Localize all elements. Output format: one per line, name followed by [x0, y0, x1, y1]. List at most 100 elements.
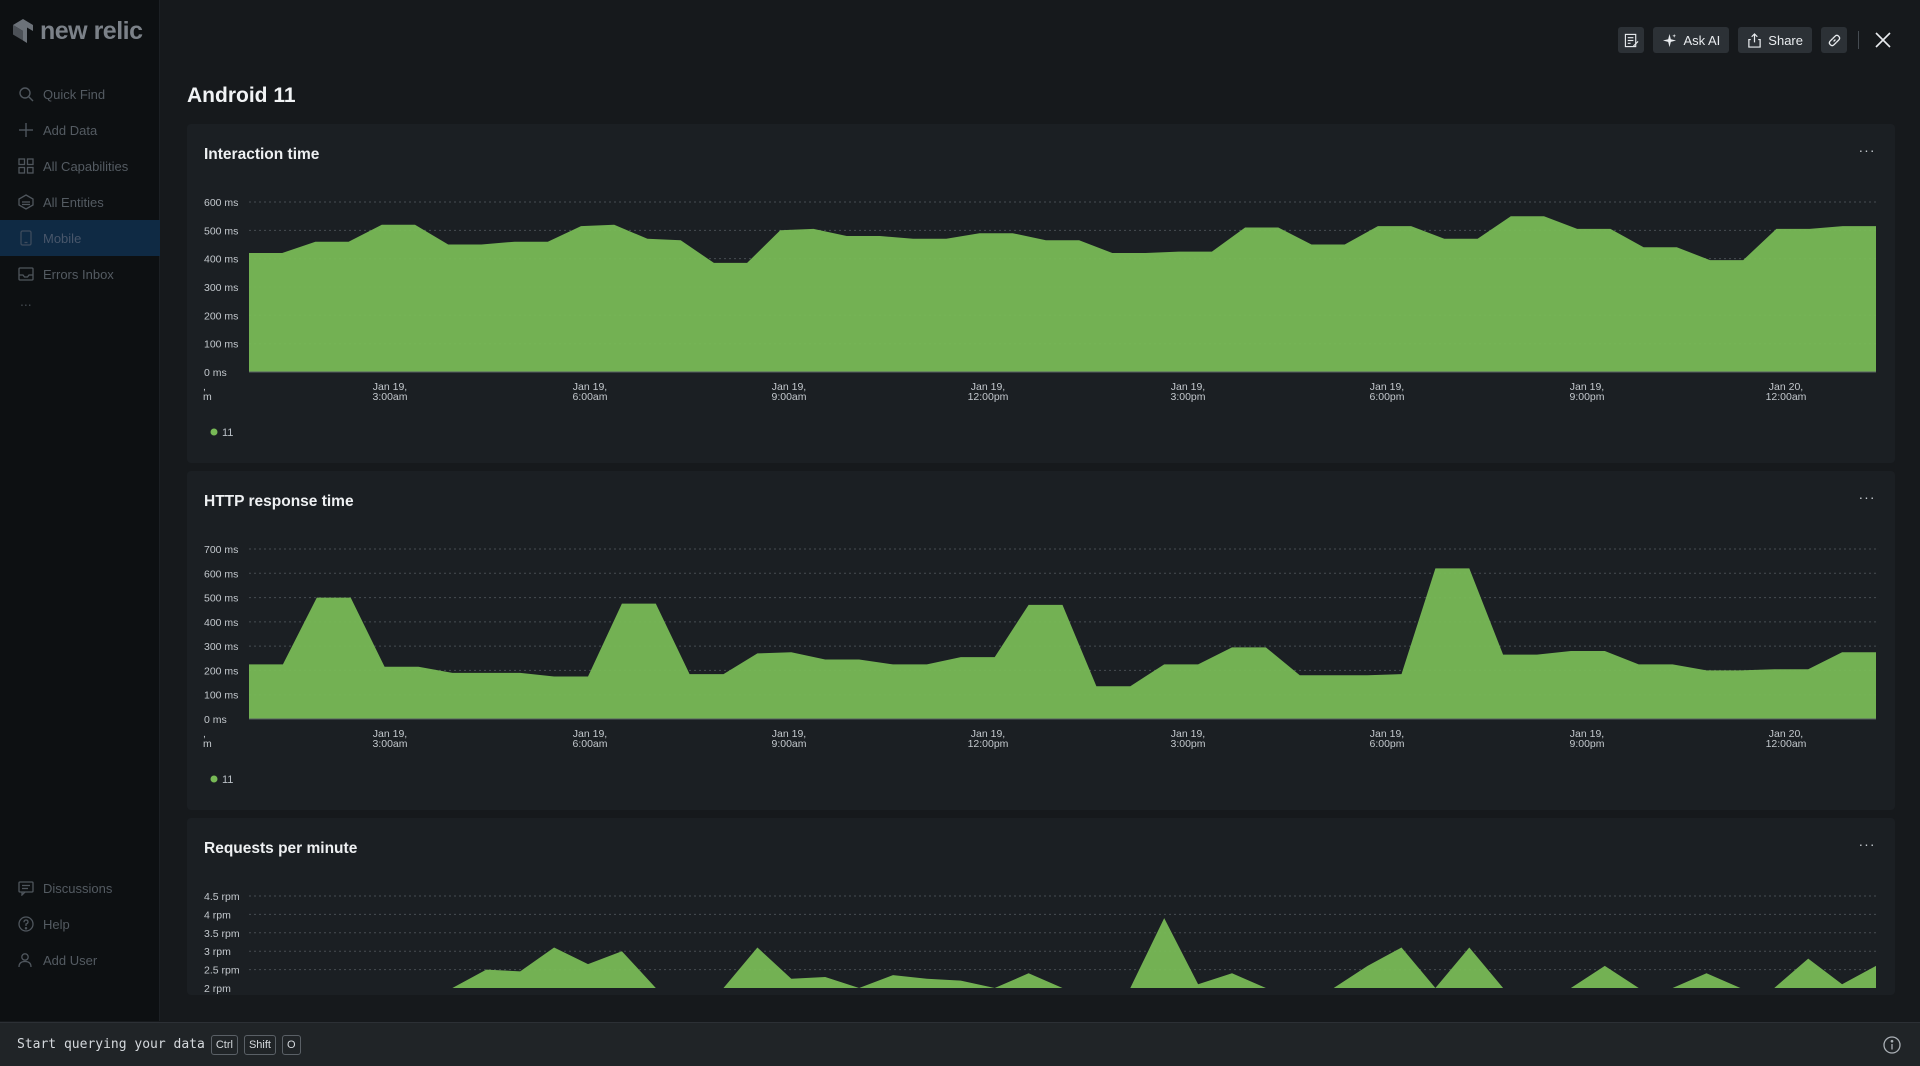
search-icon [18, 86, 34, 102]
sidebar-item-errors-inbox[interactable]: Errors Inbox [0, 256, 160, 292]
sidebar: new relic Quick Find Add Data All Capabi… [0, 0, 160, 1021]
x-tick-label: Jan 19, [772, 381, 806, 393]
sidebar-item-all-entities[interactable]: All Entities [0, 184, 160, 220]
x-tick-label: Jan 20, [1769, 728, 1803, 740]
grid-icon [18, 158, 34, 174]
y-tick-label: 3.5 rpm [204, 928, 240, 940]
header-toolbar: Ask AI Share [1618, 27, 1896, 53]
x-tick-label: Jan 19, [772, 728, 806, 740]
sidebar-item-label: Errors Inbox [43, 266, 114, 282]
close-icon [1875, 32, 1891, 48]
x-tick-label: Jan 19, [1570, 728, 1604, 740]
y-tick-label: 3 rpm [204, 946, 231, 958]
sidebar-item-mobile[interactable]: Mobile [0, 220, 160, 256]
shortcut-key-ctrl: Ctrl [210, 1034, 238, 1055]
add-user-icon [18, 952, 34, 968]
share-icon [1748, 32, 1762, 48]
more-options-button[interactable]: ··· [1858, 489, 1876, 505]
series-area-11[interactable] [249, 568, 1876, 719]
y-tick-label: 200 ms [204, 665, 238, 677]
ask-ai-button[interactable]: Ask AI [1653, 27, 1730, 53]
x-tick-label: 3:00am [372, 391, 407, 403]
y-tick-label: 700 ms [204, 544, 238, 556]
new-relic-logo-icon [13, 19, 33, 43]
x-tick-label: m [203, 738, 212, 750]
legend-swatch[interactable] [210, 775, 218, 783]
sidebar-bottom-nav: Discussions Help Add User [0, 870, 160, 978]
sidebar-item-discussions[interactable]: Discussions [0, 870, 160, 906]
chart-title: Interaction time [204, 146, 320, 163]
more-options-button[interactable]: ··· [1858, 142, 1876, 158]
x-tick-label: Jan 19, [373, 728, 407, 740]
sidebar-item-label: Discussions [43, 880, 113, 896]
x-tick-label: Jan 20, [1769, 381, 1803, 393]
sidebar-item-label: All Entities [43, 194, 104, 210]
chart-panel-http-response-time: HTTP response time ··· 0 ms 100 ms 200 ms 3… [187, 471, 1895, 810]
x-tick-label: Jan 19, [1370, 381, 1404, 393]
y-tick-label: 0 ms [204, 714, 227, 726]
sidebar-item-label: Help [43, 916, 70, 932]
x-tick-label: 3:00am [372, 738, 407, 750]
x-tick-label: Jan 19, [1171, 728, 1205, 740]
sidebar-item-all-capabilities[interactable]: All Capabilities [0, 148, 160, 184]
x-tick-label: 6:00pm [1369, 391, 1404, 403]
sparkle-icon [1663, 33, 1677, 47]
toolbar-divider [1858, 31, 1859, 49]
x-tick-label: 6:00am [572, 738, 607, 750]
x-tick-label: Jan 19, [971, 381, 1005, 393]
y-tick-label: 500 ms [204, 593, 238, 605]
y-tick-label: 400 ms [204, 254, 238, 266]
x-tick-label: Jan 19, [573, 381, 607, 393]
sidebar-item-label: Quick Find [43, 86, 106, 102]
sidebar-item-add-user[interactable]: Add User [0, 942, 160, 978]
sidebar-item-help[interactable]: Help [0, 906, 160, 942]
inbox-icon [18, 266, 34, 282]
x-tick-label: , [203, 381, 206, 393]
x-tick-label: 3:00pm [1170, 391, 1205, 403]
legend-label[interactable]: 11 [222, 427, 233, 439]
notes-button[interactable] [1618, 27, 1645, 53]
x-tick-label: 12:00am [1766, 738, 1807, 750]
x-tick-label: 9:00pm [1569, 738, 1604, 750]
x-tick-label: Jan 19, [373, 381, 407, 393]
sidebar-item-label: All Capabilities [43, 158, 129, 174]
x-tick-label: 3:00pm [1170, 738, 1205, 750]
x-tick-label: m [203, 391, 212, 403]
sidebar-item-add-data[interactable]: Add Data [0, 112, 160, 148]
sidebar-nav: Quick Find Add Data All Capabilities All… [0, 76, 160, 316]
sidebar-more-button[interactable]: ... [20, 293, 32, 309]
new-relic-logo[interactable]: new relic [12, 16, 143, 46]
close-button[interactable] [1870, 27, 1896, 53]
y-tick-label: 4.5 rpm [204, 891, 240, 903]
link-icon [1828, 34, 1840, 46]
sidebar-item-label: Add Data [43, 122, 98, 138]
chart-http-response-time: 0 ms 100 ms 200 ms 300 ms 400 ms 500 ms 600 ms… [203, 544, 1876, 786]
chart-title: Requests per minute [204, 840, 358, 857]
x-tick-label: 6:00am [572, 391, 607, 403]
sidebar-item-label: Add User [43, 952, 98, 968]
x-tick-label: Jan 19, [1570, 381, 1604, 393]
plus-icon [18, 122, 34, 138]
entities-icon [18, 194, 34, 210]
series-area-11[interactable] [452, 918, 1876, 988]
query-bar[interactable]: Start querying your data Ctrl Shift O [0, 1022, 1920, 1066]
sidebar-item-quick-find[interactable]: Quick Find [0, 76, 160, 112]
info-icon[interactable] [1882, 1035, 1902, 1055]
more-options-button[interactable]: ··· [1858, 836, 1876, 852]
x-tick-label: Jan 19, [1370, 728, 1404, 740]
y-tick-label: 100 ms [204, 690, 238, 702]
y-tick-label: 200 ms [204, 310, 238, 322]
y-tick-label: 400 ms [204, 617, 238, 629]
ask-ai-label: Ask AI [1683, 32, 1721, 48]
y-tick-label: 2 rpm [204, 983, 231, 995]
series-area-11[interactable] [249, 216, 1876, 372]
share-button[interactable]: Share [1738, 27, 1812, 53]
legend-label[interactable]: 11 [222, 774, 233, 786]
copy-link-button[interactable] [1821, 27, 1847, 53]
x-tick-label: 12:00am [1766, 391, 1807, 403]
sidebar-item-label: Mobile [43, 230, 82, 246]
help-icon [18, 916, 34, 932]
x-tick-label: Jan 19, [1171, 381, 1205, 393]
mobile-icon [18, 230, 34, 246]
legend-swatch[interactable] [210, 428, 218, 436]
